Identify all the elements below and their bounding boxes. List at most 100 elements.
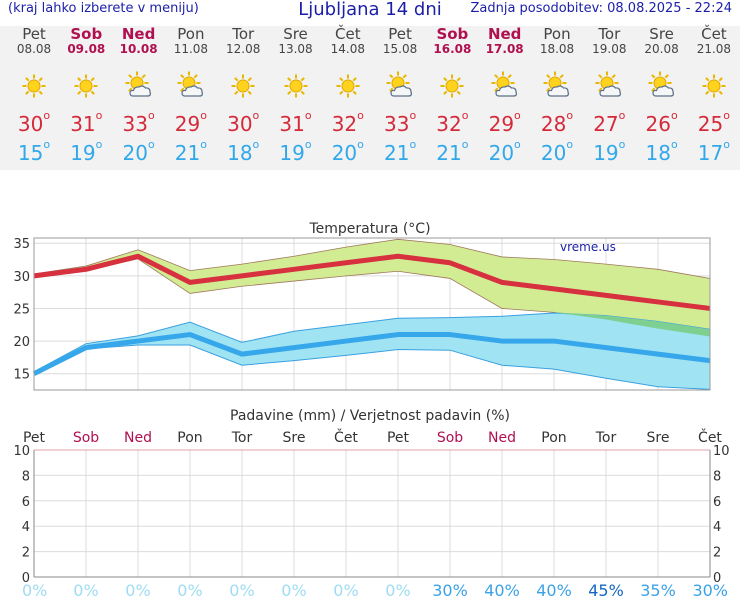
temperature-chart-title: Temperatura (°C) [308,221,430,237]
y-tick-label-right: 10 [713,444,730,459]
range-overlap [554,312,710,337]
day-date: 21.08 [696,42,732,56]
precipitation-chart: Padavine (mm) / Verjetnost padavin (%) Pe… [13,408,730,600]
sun-cloud-icon [490,71,520,101]
day-date: 15.08 [382,42,418,56]
min-temperature: 19o [593,138,626,165]
x-tick-label: Sob [437,430,463,446]
day-name: Sob [70,25,103,43]
precipitation-probability: 30% [432,581,468,600]
sun-icon [281,71,311,101]
x-tick-label: Ned [124,430,152,446]
sun-icon [437,71,467,101]
precipitation-chart-title: Padavine (mm) / Verjetnost padavin (%) [230,408,510,424]
forecast-day: Sob 16.08 32o 21o [426,25,478,166]
precipitation-probability: 0% [22,581,47,600]
y-tick-label-left: 4 [22,520,30,535]
header: (kraj lahko izberete v meniju) Ljubljana… [0,0,740,20]
precipitation-probability: 35% [640,581,676,600]
day-name: Sob [436,25,469,43]
min-temperature: 20o [488,138,521,165]
forecast-day: Tor 12.08 30o 18o [217,26,269,166]
location-menu-hint[interactable]: (kraj lahko izberete v meniju) [8,1,199,16]
x-tick-label: Tor [231,430,253,446]
forecast-day: Pon 11.08 29o 21o [165,25,217,166]
last-update: Zadnja posodobitev: 08.08.2025 - 22:24 [470,1,732,16]
max-temperature: 31o [70,109,103,136]
precipitation-probability: 0% [333,581,358,600]
y-tick-label-left: 10 [13,444,30,459]
day-name: Pet [388,25,412,43]
precipitation-probability: 30% [692,581,728,600]
max-temperature: 30o [227,109,260,136]
sun-cloud-icon [647,71,677,101]
sun-icon [71,71,101,101]
day-name: Čet [701,25,727,43]
day-date: 20.08 [644,42,679,56]
forecast-day: Pet 08.08 30o 15o [8,25,60,166]
min-temperature: 20o [122,138,155,165]
min-temperature: 21o [384,138,417,165]
forecast-day: Sob 09.08 31o 19o [60,25,112,166]
max-temperature: 32o [436,109,469,136]
day-date: 13.08 [278,42,313,56]
forecast-day: Ned 10.08 33o 20o [113,26,165,166]
forecast-day: Pon 18.08 28o 20o [531,26,583,166]
max-temperature: 25o [697,109,730,136]
max-temperature: 29o [488,109,521,136]
forecast-day: Čet 21.08 25o 17o [688,25,740,166]
day-name: Sre [649,25,674,43]
day-date: 14.08 [330,42,365,56]
page-title: Ljubljana 14 dni [298,0,442,20]
day-date: 16.08 [433,42,472,56]
sun-icon [228,71,258,101]
max-temperature: 33o [384,109,417,136]
max-temperature: 33o [122,109,155,136]
min-temperature: 15o [17,138,51,165]
y-tick-label-left: 6 [22,495,30,510]
forecast-day: Čet 14.08 32o 20o [322,25,374,166]
precipitation-probability: 45% [588,581,624,600]
day-date: 09.08 [67,42,106,56]
day-name: Pet [22,25,46,43]
day-name: Sre [283,25,308,43]
max-temperature-line [33,253,711,311]
x-tick-label: Pon [541,430,566,446]
precipitation-probability: 40% [536,581,572,600]
day-date: 18.08 [539,42,575,56]
temperature-chart: Temperatura (°C) 15 20 25 30 35 vreme.us [13,221,711,391]
x-tick-label: Pet [23,430,46,446]
y-tick-label-left: 2 [22,546,30,561]
y-tick-label-right: 8 [713,469,721,484]
y-tick-label-right: 2 [713,546,721,561]
day-name: Ned [487,25,522,43]
y-tick-label-right: 0 [713,571,721,586]
watermark: vreme.us [560,240,616,254]
precipitation-probability: 40% [484,581,520,600]
sun-cloud-icon [594,71,624,101]
min-temperature: 18o [227,138,260,165]
sun-icon [699,71,729,101]
day-name: Čet [335,25,361,43]
day-date: 10.08 [119,42,158,56]
max-temperature: 32o [331,109,364,136]
max-temperature: 27o [593,109,626,136]
sun-icon [333,71,363,101]
sun-cloud-icon [124,71,154,101]
day-date: 08.08 [16,42,52,56]
forecast-day: Sre 13.08 31o 19o [270,25,322,166]
max-temperature: 26o [645,109,678,136]
day-date: 11.08 [173,42,209,56]
precipitation-probability: 0% [229,581,254,600]
min-temperature: 21o [174,138,207,165]
x-tick-label: Sob [73,430,99,446]
min-temperature: 19o [279,138,312,165]
day-name: Pon [177,25,205,43]
x-tick-label: Čet [698,428,722,446]
y-tick-label-left: 0 [22,571,30,586]
sun-cloud-icon [385,71,415,101]
x-tick-label: Sre [283,430,306,446]
precipitation-probability: 0% [281,581,306,600]
precipitation-probability: 0% [73,581,98,600]
day-date: 19.08 [592,42,627,56]
